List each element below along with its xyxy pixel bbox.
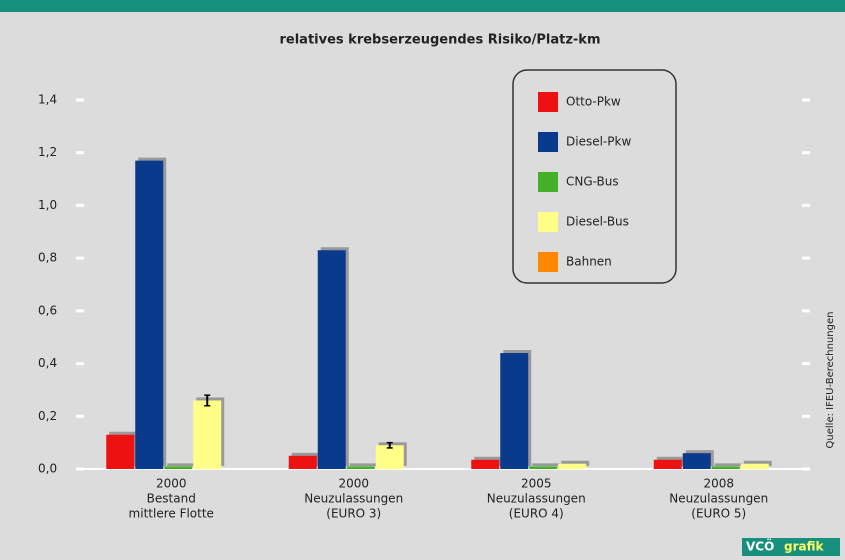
bar [500,353,529,469]
y-tick-label: 0,8 [38,251,57,265]
logo-bg [742,538,840,556]
source: Quelle: IFEU-Berechnungen [825,312,836,449]
bar [375,445,404,469]
bar [529,466,558,469]
x-tick-label: (EURO 5) [691,507,746,521]
legend-swatch [538,212,558,232]
bar-shadow [743,460,772,466]
legend-swatch [538,172,558,192]
legend-swatch [538,252,558,272]
x-tick-label: Bestand [147,492,196,506]
legend-label: CNG-Bus [566,175,619,189]
y-tick-label: 0,4 [38,356,57,370]
bar [106,434,135,469]
logo: grafik [784,540,825,554]
y-tick-label: 0,0 [38,462,57,476]
bar [135,160,164,469]
bar [346,466,375,469]
bar-shadow [561,460,590,466]
y-tick-label: 1,2 [38,145,57,159]
bar [740,463,769,469]
bar [164,466,193,469]
y-tick-label: 0,2 [38,409,57,423]
x-tick-label: (EURO 3) [326,507,381,521]
x-tick-label: 2008 [703,477,734,491]
bar [471,459,500,469]
bar-shadow [349,463,378,466]
bar [558,463,587,469]
legend-label: Bahnen [566,255,612,269]
x-tick-label: mittlere Flotte [129,507,214,521]
legend-label: Diesel-Pkw [566,135,631,149]
legend-label: Diesel-Bus [566,215,629,229]
chart-title: relatives krebserzeugendes Risiko/Platz-… [280,33,601,48]
bar [288,455,317,469]
bar [682,453,711,469]
x-tick-label: Neuzulassungen [669,492,768,506]
bar [653,459,682,469]
x-tick-label: 2000 [156,477,187,491]
legend-swatch [538,92,558,112]
x-tick-label: Neuzulassungen [304,492,403,506]
legend-label: Otto-Pkw [566,95,621,109]
y-tick-label: 1,4 [38,93,57,107]
bar [193,400,222,469]
x-tick-label: 2005 [521,477,552,491]
header-band [0,0,845,12]
logo: VCÖ [746,539,774,554]
x-tick-label: 2000 [338,477,369,491]
legend-swatch [538,132,558,152]
x-tick-label: (EURO 4) [509,507,564,521]
y-tick-label: 1,0 [38,198,57,212]
y-tick-label: 0,6 [38,303,57,317]
bar-shadow [532,463,561,466]
bar [317,250,346,469]
bar-shadow [714,463,743,466]
bar-shadow [167,463,196,466]
bar [711,466,740,469]
x-tick-label: Neuzulassungen [487,492,586,506]
